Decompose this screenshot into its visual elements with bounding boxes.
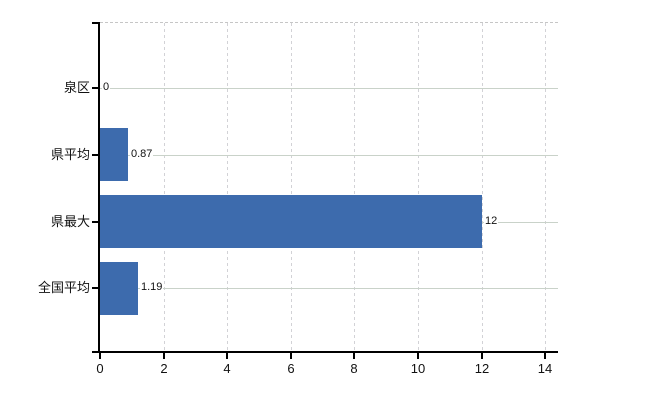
category-label: 全国平均 [37, 280, 90, 295]
x-axis-tick [290, 353, 292, 359]
x-axis-tick-label: 14 [537, 361, 553, 376]
x-axis-tick [353, 353, 355, 359]
x-axis-tick-label: 2 [160, 361, 168, 376]
x-axis-tick [99, 353, 101, 359]
x-gridline [418, 23, 419, 352]
bar-value-label: 1.19 [140, 280, 164, 295]
x-axis-tick [481, 353, 483, 359]
y-gridline [100, 288, 558, 289]
x-axis-tick [544, 353, 546, 359]
bar-value-label: 0.87 [130, 147, 154, 162]
x-gridline [227, 23, 228, 352]
y-gridline [100, 155, 558, 156]
x-axis-tick [226, 353, 228, 359]
y-axis-tick [92, 221, 98, 223]
x-gridline [482, 23, 483, 352]
x-gridline [354, 23, 355, 352]
x-axis-tick-label: 6 [287, 361, 295, 376]
x-axis-line [92, 351, 558, 353]
y-axis-tick [92, 154, 98, 156]
y-axis-line [98, 22, 100, 353]
category-label: 県最大 [50, 214, 90, 229]
x-gridline [291, 23, 292, 352]
x-axis-tick-label: 8 [350, 361, 358, 376]
bar-value-label: 0 [102, 80, 111, 95]
category-label: 泉区 [63, 80, 90, 95]
x-axis-tick-label: 12 [474, 361, 490, 376]
y-axis-end-tick [92, 22, 100, 24]
x-axis-tick-label: 0 [96, 361, 104, 376]
category-label: 県平均 [50, 147, 90, 162]
x-axis-tick [417, 353, 419, 359]
bar [100, 128, 128, 181]
y-gridline [100, 88, 558, 89]
y-axis-tick [92, 87, 98, 89]
bar [100, 262, 138, 315]
x-axis-tick [163, 353, 165, 359]
x-axis-tick-label: 4 [223, 361, 231, 376]
bar [100, 195, 482, 248]
x-gridline [164, 23, 165, 352]
x-axis-tick-label: 10 [410, 361, 426, 376]
plot-area [100, 22, 558, 352]
bar-value-label: 12 [484, 214, 499, 229]
x-gridline [545, 23, 546, 352]
y-axis-tick [92, 287, 98, 289]
